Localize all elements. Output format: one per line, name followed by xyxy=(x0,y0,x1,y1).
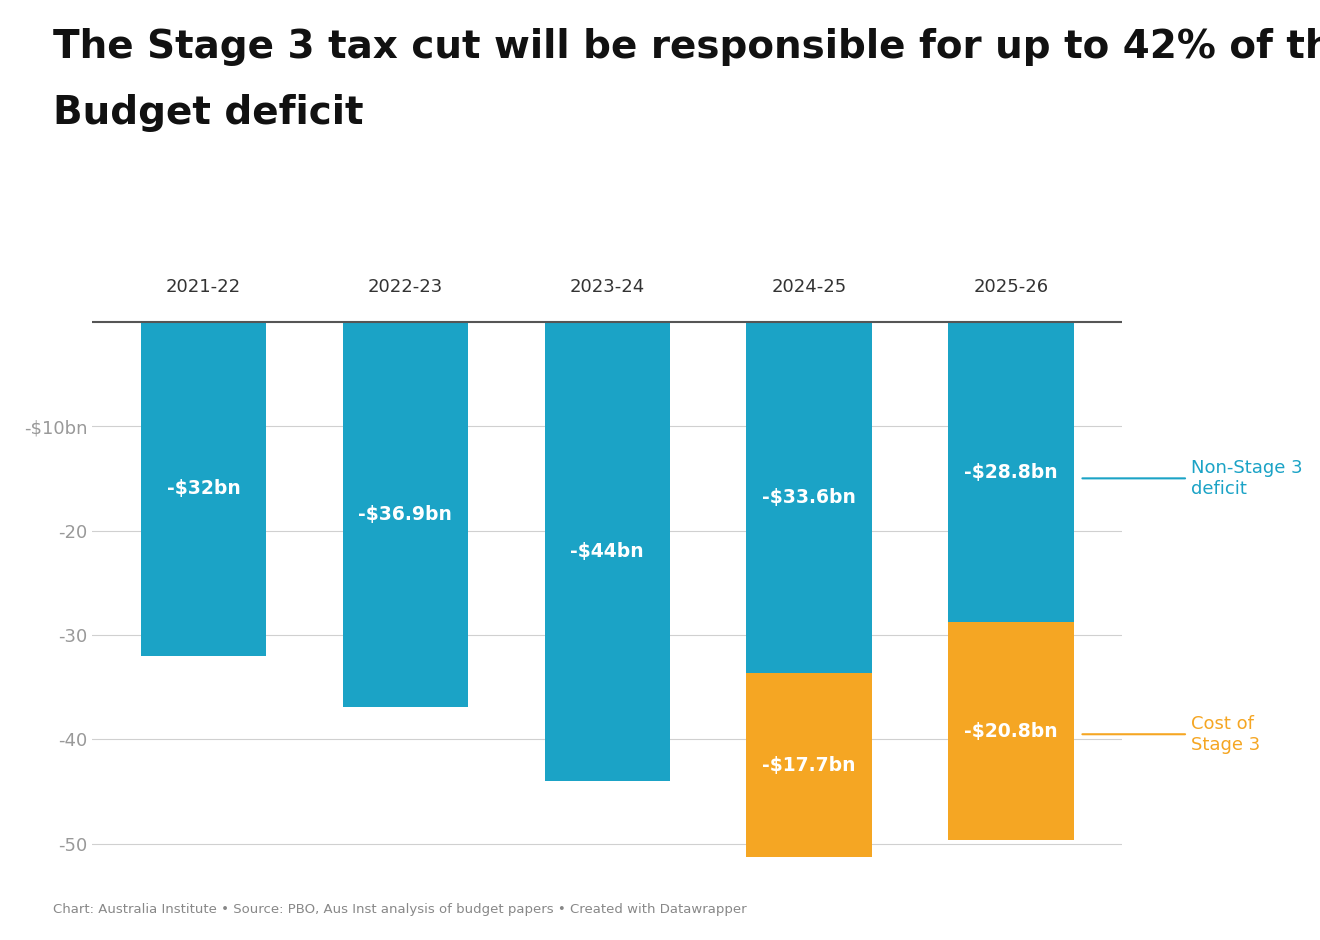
Text: Chart: Australia Institute • Source: PBO, Aus Inst analysis of budget papers • C: Chart: Australia Institute • Source: PBO… xyxy=(53,903,746,916)
Bar xyxy=(343,321,467,707)
Text: -$28.8bn: -$28.8bn xyxy=(964,462,1057,481)
Bar xyxy=(747,673,871,857)
Text: -$33.6bn: -$33.6bn xyxy=(762,488,855,507)
Bar xyxy=(141,321,267,656)
Text: Cost of
Stage 3: Cost of Stage 3 xyxy=(1082,714,1259,754)
Bar xyxy=(545,321,669,781)
Bar xyxy=(747,321,871,673)
Text: -$36.9bn: -$36.9bn xyxy=(359,505,453,524)
Bar xyxy=(948,321,1073,622)
Text: -$17.7bn: -$17.7bn xyxy=(763,756,855,775)
Bar xyxy=(948,622,1073,839)
Text: The Stage 3 tax cut will be responsible for up to 42% of the: The Stage 3 tax cut will be responsible … xyxy=(53,28,1320,66)
Text: Budget deficit: Budget deficit xyxy=(53,94,363,132)
Text: -$44bn: -$44bn xyxy=(570,542,644,561)
Text: -$32bn: -$32bn xyxy=(166,479,240,498)
Text: -$20.8bn: -$20.8bn xyxy=(964,722,1057,741)
Text: Non-Stage 3
deficit: Non-Stage 3 deficit xyxy=(1082,459,1303,498)
